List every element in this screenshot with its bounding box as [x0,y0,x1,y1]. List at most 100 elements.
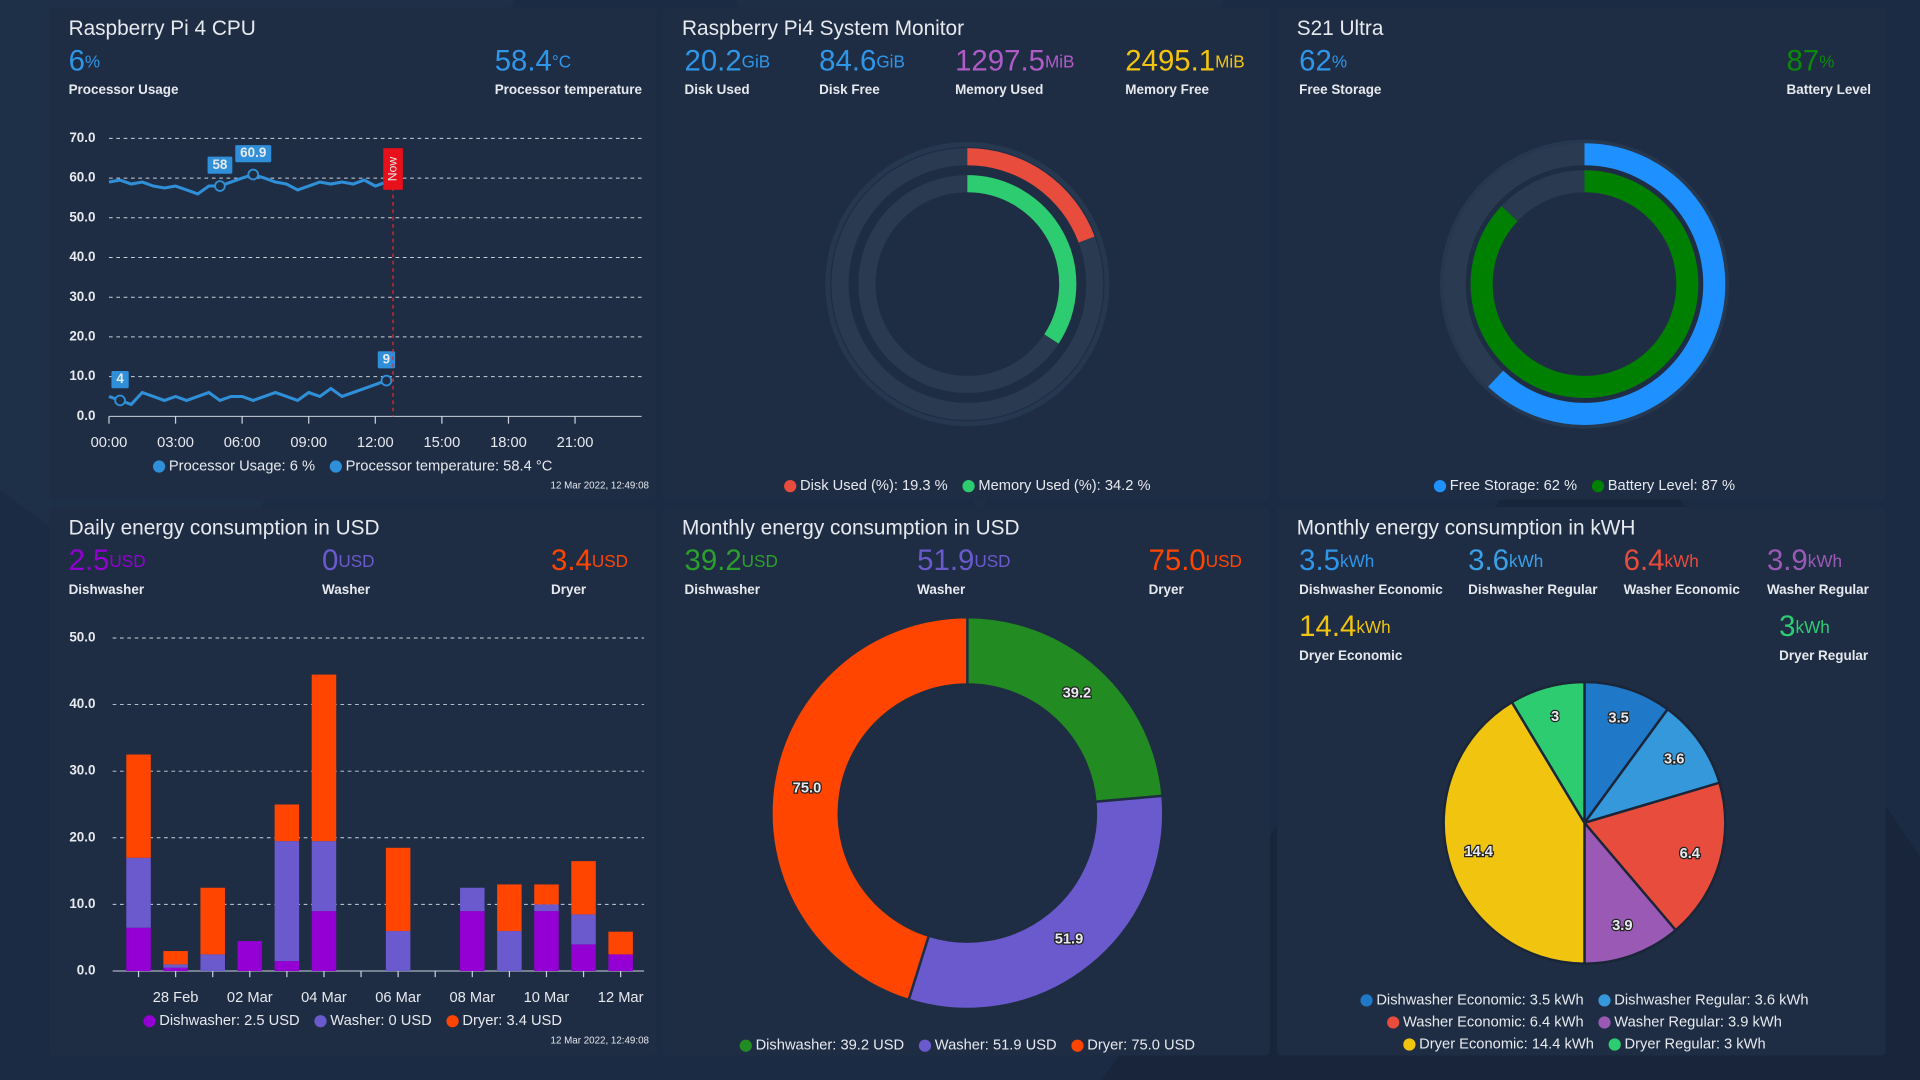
y-tick-label: 40.0 [69,696,95,711]
card-title: Monthly energy consumption in kWH [1297,516,1636,539]
x-tick-label: 04 Mar [301,990,347,1006]
y-tick-label: 30.0 [69,289,95,304]
legend-label: Processor temperature: 58.4 °C [346,458,553,474]
y-tick-label: 40.0 [69,249,95,264]
legend-marker [1591,480,1605,493]
stat-label: Memory Used [955,82,1043,97]
stat-value: 84.6 [819,44,876,77]
stat-value: 3.5 [1299,544,1340,577]
stat-value: 1297.5 [955,44,1045,77]
stat-unit: USD [974,551,1010,571]
legend-label: Washer Economic: 6.4 kWh [1403,1014,1584,1030]
slice [770,615,969,1002]
legend-label: Dishwasher Regular: 3.6 kWh [1614,992,1808,1008]
x-tick-label: 00:00 [91,435,128,451]
stat-label: Washer Economic [1624,582,1741,597]
legend: Disk Used (%): 19.3 % Memory Used (%): 34… [784,478,1151,494]
x-tick-label: 09:00 [290,435,327,451]
slice [1583,680,1670,827]
stat-unit: USD [109,551,145,571]
stat-unit: GiB [742,51,771,71]
legend: Free Storage: 62 % Battery Level: 87 % [1433,478,1735,494]
legend-marker [143,1015,156,1028]
stat: 39.2USD [684,544,777,577]
stat-unit: kWh [1796,617,1830,637]
card-title: Raspberry Pi4 System Monitor [682,17,964,40]
stat-value: 39.2 [684,544,741,577]
y-tick-label: 0.0 [77,963,96,978]
bar-segment [200,954,225,972]
legend-marker [784,480,797,493]
stat-unit: kWh [1356,617,1390,637]
slice-label: 3.5 [1608,710,1628,726]
x-tick-label: 02 Mar [227,990,273,1006]
legend-marker [1403,1038,1416,1051]
y-tick-label: 50.0 [69,209,95,224]
stat-label: Washer [917,582,966,597]
legend-marker [1071,1039,1084,1052]
bar-segment [608,954,633,972]
stat: 3kWh [1779,610,1830,643]
legend-label: Dryer: 3.4 USD [462,1013,562,1029]
stat-label: Dryer [1149,582,1185,597]
stat: 20.2GiB [684,44,770,77]
legend-marker [962,480,975,493]
x-tick-label: 18:00 [490,435,527,451]
stat: 14.4kWh [1299,610,1390,643]
legend-label: Disk Used (%): 19.3 % [800,478,948,494]
stat: 3.9kWh [1767,544,1842,577]
legend-label: Dryer Economic: 14.4 kWh [1419,1036,1594,1052]
legend-marker [1360,994,1373,1007]
stat: 2.5USD [69,544,146,577]
stat: 62% [1299,44,1347,77]
stat-value: 3.6 [1468,544,1509,577]
legend-label: Memory Used (%): 34.2 % [978,478,1150,494]
bar-segment [163,964,188,968]
legend-label: Washer: 51.9 USD [935,1038,1057,1054]
stat-label: Disk Used [684,82,749,97]
annotation-label: 60.9 [240,145,266,160]
stat-label: Disk Free [819,82,880,97]
legend-label: Washer: 0 USD [330,1013,431,1029]
radial-bar [967,148,1095,243]
y-tick-label: 60.0 [69,170,95,185]
annotation-label: 58 [212,157,227,172]
y-tick-label: 10.0 [69,896,95,911]
stat-label: Dishwasher [684,582,760,597]
annotation-point [214,180,226,192]
stat-value: 6.4 [1624,544,1665,577]
stat: 6.4kWh [1624,544,1699,577]
radial-bar [1488,143,1726,425]
stat: 2495.1MiB [1125,44,1244,77]
legend-marker [1598,1016,1611,1029]
stat-unit: GiB [876,51,905,71]
annotation-box [377,351,396,369]
slice-label: 14.4 [1464,844,1493,860]
legend: Dishwasher: 39.2 USD Washer: 51.9 USD Drye… [739,1038,1195,1054]
bar-segment [534,911,559,972]
x-tick-label: 03:00 [157,435,194,451]
x-tick-label: 10 Mar [524,990,570,1006]
stat: 3.5kWh [1299,544,1374,577]
card-title: Daily energy consumption in USD [69,516,380,539]
stat: 1297.5MiB [955,44,1074,77]
footnote: 12 Mar 2022, 12:49:08 [551,1035,650,1046]
slice [1510,680,1586,828]
y-tick-label: 20.0 [69,328,95,343]
stat-value: 75.0 [1149,544,1206,577]
stat: 0USD [322,544,375,577]
stat-label: Washer Regular [1767,582,1870,597]
slice-label: 3.9 [1612,918,1632,934]
x-tick-label: 12 Mar [598,990,644,1006]
line-series [108,172,387,196]
legend: Dryer Economic: 14.4 kWh Dryer Regular: 3… [1403,1036,1766,1052]
footnote: 12 Mar 2022, 12:49:08 [551,481,650,492]
slice [907,794,1165,1011]
card [48,7,657,500]
x-tick-label: 06 Mar [375,990,421,1006]
legend-label: Battery Level: 87 % [1608,478,1735,494]
stat-label: Battery Level [1787,82,1871,97]
stat-value: 2495.1 [1125,44,1215,77]
